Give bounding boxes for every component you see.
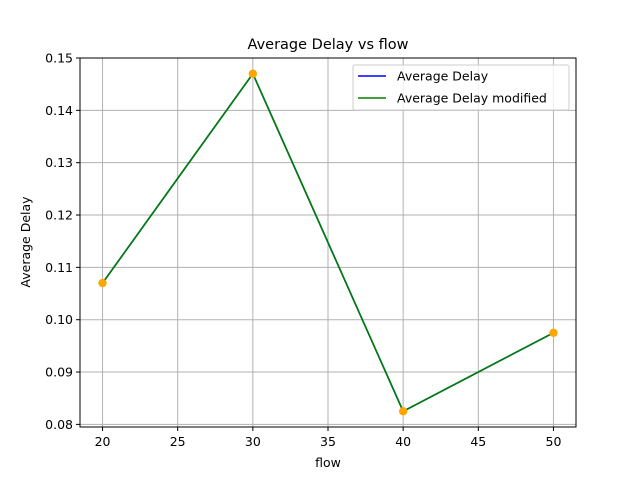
legend-box (352, 64, 570, 111)
x-tick-label: 40 (395, 434, 411, 449)
y-tick-label: 0.13 (45, 155, 73, 170)
y-tick-label: 0.09 (45, 365, 73, 380)
data-point (248, 69, 258, 78)
x-axis-label: flow (315, 455, 341, 470)
legend-label-2: Average Delay modified (397, 91, 547, 106)
y-tick-label: 0.11 (45, 260, 73, 275)
series-layer (101, 72, 554, 413)
data-point (98, 278, 107, 288)
x-tick-label: 30 (245, 434, 261, 449)
series-line-2 (101, 72, 554, 413)
y-tick-label: 0.15 (45, 51, 73, 66)
x-tick-label: 25 (170, 434, 186, 449)
legend: Average Delay Average Delay modified (352, 64, 570, 111)
points-layer (98, 69, 558, 416)
data-point (549, 328, 558, 337)
x-tick-label: 35 (320, 434, 336, 449)
legend-label-1: Average Delay (397, 69, 489, 84)
x-tick-label: 45 (470, 434, 486, 449)
y-tick-label: 0.10 (45, 312, 73, 327)
y-tick-label: 0.08 (45, 417, 73, 432)
y-tick-label: 0.14 (45, 103, 73, 118)
y-tick-label: 0.12 (45, 208, 73, 223)
data-point (398, 407, 408, 416)
chart-title: Average Delay vs flow (248, 37, 409, 53)
x-tick-label: 50 (546, 434, 562, 449)
y-axis-label: Average Delay (18, 196, 33, 288)
ticks: 20 25 30 35 40 45 50 0.08 0.09 0.10 0.11 0.12 0.13 0.… (45, 51, 561, 450)
x-tick-label: 20 (95, 434, 111, 449)
